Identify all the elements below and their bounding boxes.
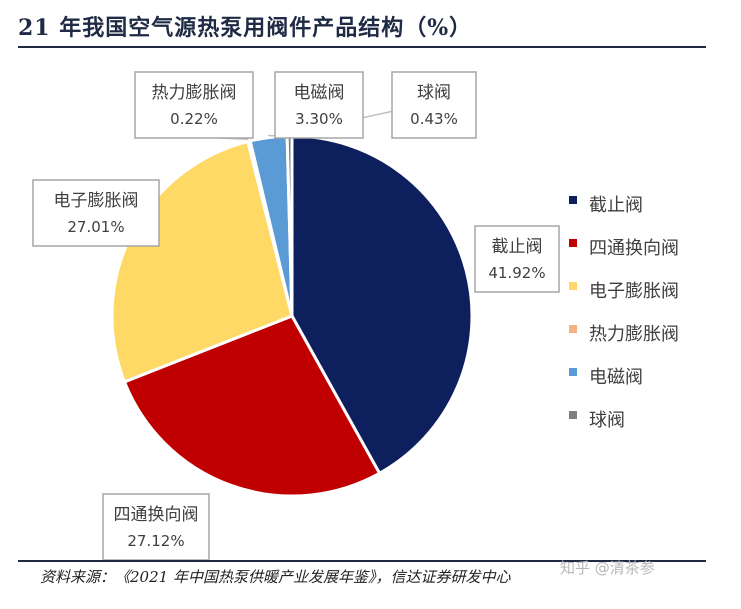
page-title: 21 年我国空气源热泵用阀件产品结构（%） bbox=[18, 15, 473, 41]
watermark: 知乎 @清茶参 bbox=[560, 559, 655, 577]
data-label-name: 截止阀 bbox=[492, 237, 543, 257]
data-label-box bbox=[391, 71, 477, 139]
legend-swatch bbox=[569, 196, 577, 204]
data-label-value: 0.22% bbox=[170, 110, 218, 128]
data-label-name: 热力膨胀阀 bbox=[152, 83, 237, 103]
data-label-value: 27.12% bbox=[127, 532, 184, 550]
pie-slice[interactable] bbox=[290, 134, 474, 476]
data-label-value: 27.01% bbox=[67, 218, 124, 236]
title-rule bbox=[18, 46, 706, 48]
data-label-name: 电磁阀 bbox=[294, 83, 345, 103]
legend-swatch bbox=[569, 368, 577, 376]
source-note: 资料来源：《2021 年中国热泵供暖产业发展年鉴》，信达证券研发中心 bbox=[40, 568, 511, 586]
data-label-name: 电子膨胀阀 bbox=[54, 191, 139, 211]
data-label-value: 41.92% bbox=[488, 264, 545, 282]
pie-slice[interactable] bbox=[122, 314, 382, 498]
data-label-name: 球阀 bbox=[417, 83, 451, 103]
legend-swatch bbox=[569, 282, 577, 290]
data-label-box bbox=[474, 225, 560, 293]
legend-swatch bbox=[569, 411, 577, 419]
data-label-value: 3.30% bbox=[295, 110, 343, 128]
data-label-box bbox=[134, 71, 254, 139]
legend-label: 球阀 bbox=[589, 410, 625, 431]
legend-swatch bbox=[569, 325, 577, 333]
legend-label: 截止阀 bbox=[589, 195, 643, 216]
source-rule bbox=[18, 560, 706, 562]
data-label-name: 四通换向阀 bbox=[114, 505, 199, 525]
data-label-value: 0.43% bbox=[410, 110, 458, 128]
legend-label: 电子膨胀阀 bbox=[589, 281, 679, 302]
legend-label: 热力膨胀阀 bbox=[589, 324, 679, 345]
legend-swatch bbox=[569, 239, 577, 247]
data-label-box bbox=[102, 493, 210, 561]
data-label-box bbox=[274, 71, 364, 139]
legend-label: 电磁阀 bbox=[589, 367, 643, 388]
legend-label: 四通换向阀 bbox=[589, 238, 679, 259]
data-label-box bbox=[32, 179, 160, 247]
